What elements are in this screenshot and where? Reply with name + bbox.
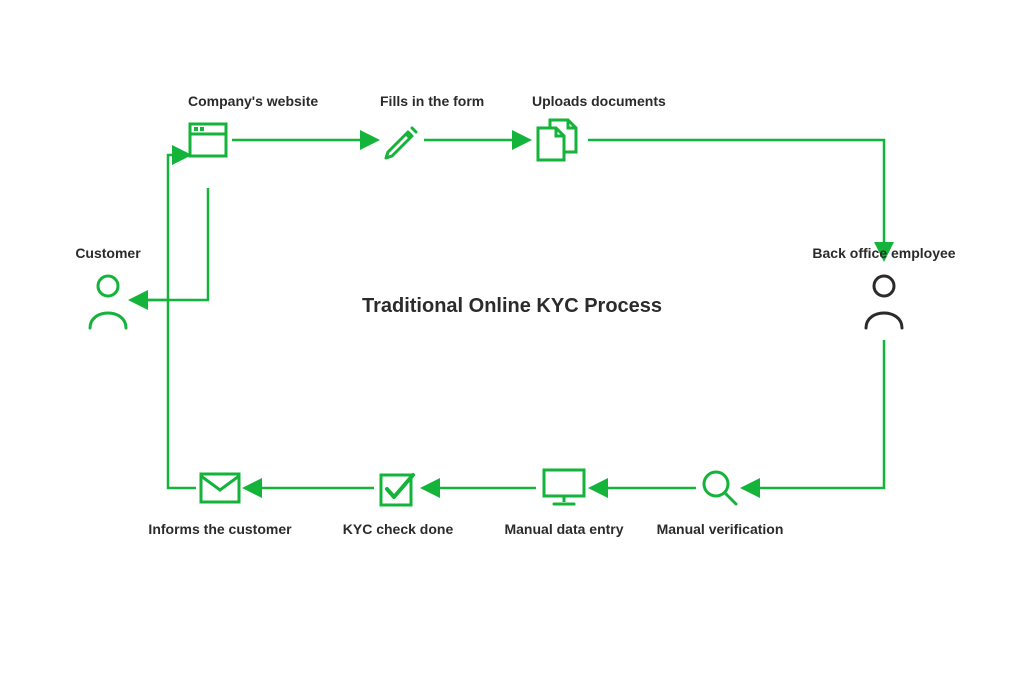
- inform-label: Informs the customer: [148, 521, 291, 537]
- kycdone-label: KYC check done: [343, 521, 453, 537]
- verify-magnifier-icon: [700, 468, 740, 513]
- flow-edge: [132, 155, 188, 300]
- entry-label: Manual data entry: [504, 521, 623, 537]
- flow-edge: [588, 140, 884, 258]
- form-pen-icon: [380, 120, 420, 165]
- customer-label: Customer: [75, 245, 140, 261]
- verify-label: Manual verification: [657, 521, 784, 537]
- website-label: Company's website: [188, 93, 318, 109]
- kycdone-checkbox-icon: [379, 469, 417, 512]
- form-label: Fills in the form: [380, 93, 484, 109]
- customer-person-icon: [84, 270, 132, 335]
- inform-envelope-icon: [199, 472, 241, 509]
- flow-edge: [744, 340, 884, 488]
- entry-monitor-icon: [542, 468, 586, 513]
- diagram-title: Traditional Online KYC Process: [362, 295, 662, 318]
- uploads-documents-icon: [532, 118, 580, 167]
- employee-person-icon: [860, 270, 908, 335]
- uploads-label: Uploads documents: [532, 93, 666, 109]
- website-browser-icon: [188, 122, 228, 163]
- kyc-flow-diagram: Traditional Online KYC Process Customer …: [0, 0, 1024, 683]
- flow-edges: [0, 0, 1024, 683]
- employee-label: Back office employee: [812, 245, 955, 261]
- flow-edge: [132, 300, 196, 488]
- flow-edge: [168, 188, 208, 300]
